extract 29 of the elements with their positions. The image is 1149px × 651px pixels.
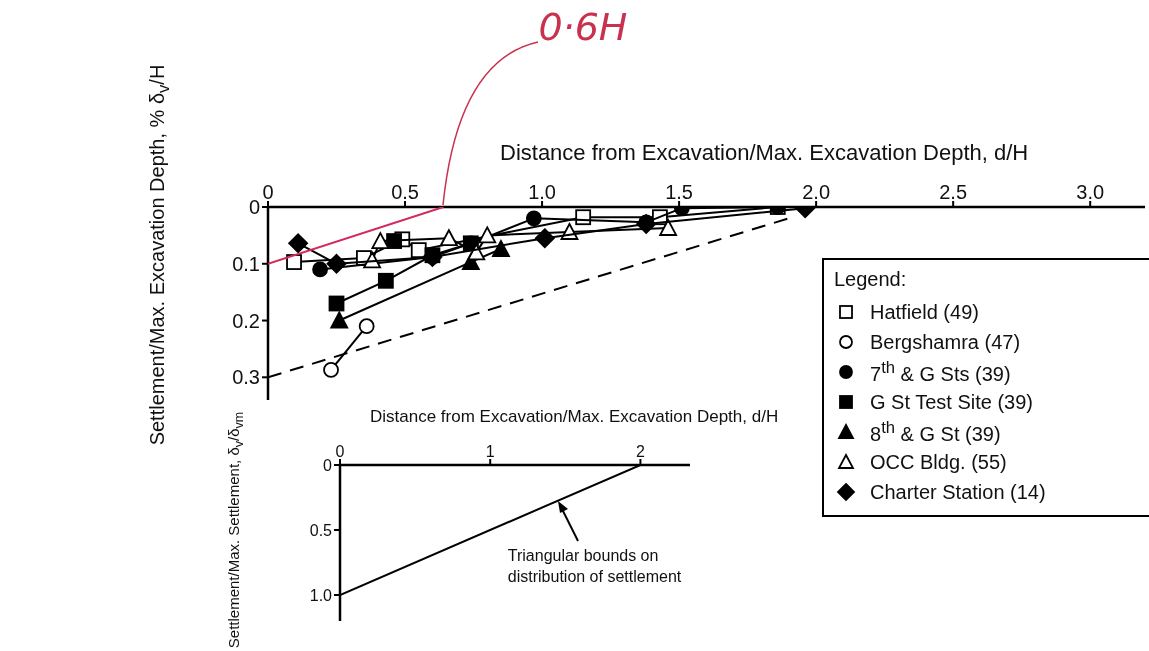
x-tick-label: 0 (262, 181, 274, 203)
legend-label: OCC Bldg. (55) (870, 450, 1007, 474)
annotation: 0·6H (538, 5, 628, 49)
legend-label: Bergshamra (47) (870, 330, 1021, 354)
y-tick-label: 0.2 (232, 309, 260, 332)
x-tick-label: 2.0 (802, 181, 831, 203)
y-tick-label: 0 (323, 456, 333, 474)
y-tick-label: 0.5 (309, 521, 333, 539)
legend-label: 7$^{th}$ & G Sts (39) (870, 358, 1011, 386)
x-tick-label: 1.5 (665, 181, 693, 203)
legend-label: Hatfield (49) (870, 300, 979, 324)
x-tick-label: 1.0 (528, 181, 556, 203)
y-tick-label: 0.1 (232, 252, 260, 275)
x-tick-label: 2.5 (939, 181, 968, 203)
annotation: Triangular bounds on distribution of settlement (507, 546, 683, 588)
legend-label: 8$^{th}$ & G St (39) (870, 418, 1001, 446)
x-tick-label: 2 (635, 443, 645, 460)
y-tick-label: 0 (248, 196, 260, 219)
legend-label: G St Test Site (39) (870, 390, 1034, 414)
x-tick-label: 0 (335, 443, 345, 460)
x-tick-label: 0.5 (391, 181, 419, 203)
legend-title: Legend: (834, 268, 908, 291)
x-axis-title: Distance from Excavation/Max. Excavation Depth, d/H (500, 140, 1029, 166)
x-tick-label: 3.0 (1076, 181, 1105, 203)
x-axis-title: Distance from Excavation/Max. Excavation Depth, d/H (370, 407, 779, 427)
y-tick-label: 0.3 (232, 366, 260, 389)
y-tick-label: 1.0 (309, 586, 333, 604)
x-tick-label: 1 (485, 443, 495, 460)
legend-label: Charter Station (14) (870, 480, 1046, 504)
